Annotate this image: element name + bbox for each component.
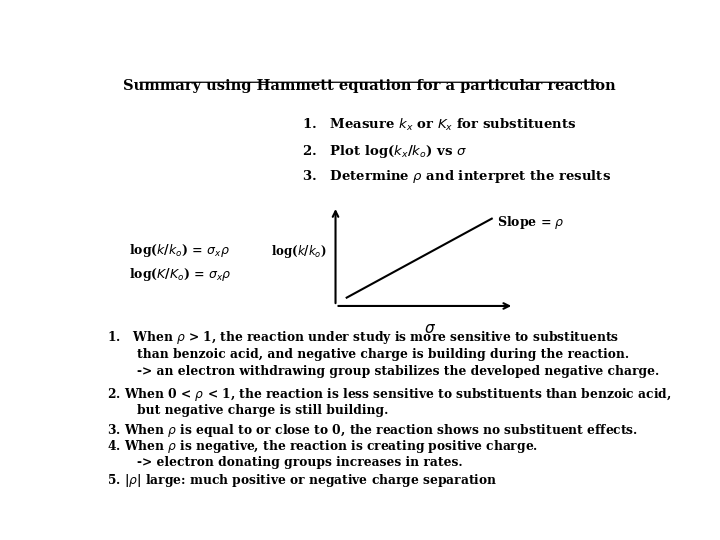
Text: but negative charge is still building.: but negative charge is still building. — [138, 404, 389, 417]
Text: Summary using Hammett equation for a particular reaction: Summary using Hammett equation for a par… — [122, 79, 616, 93]
Text: log($k$/$k_o$) = $\sigma_x\rho$: log($k$/$k_o$) = $\sigma_x\rho$ — [129, 241, 230, 259]
Text: 1.   Measure $k_x$ or $K_x$ for substituents: 1. Measure $k_x$ or $K_x$ for substituen… — [302, 117, 576, 133]
Text: 2. When 0 < $\rho$ < 1, the reaction is less sensitive to substituents than benz: 2. When 0 < $\rho$ < 1, the reaction is … — [107, 386, 671, 403]
Text: 1.   When $\rho$ > 1, the reaction under study is more sensitive to substituents: 1. When $\rho$ > 1, the reaction under s… — [107, 329, 619, 346]
Text: 4. When $\rho$ is negative, the reaction is creating positive charge.: 4. When $\rho$ is negative, the reaction… — [107, 438, 538, 455]
Text: 3.   Determine $\rho$ and interpret the results: 3. Determine $\rho$ and interpret the re… — [302, 168, 611, 185]
Text: -> electron donating groups increases in rates.: -> electron donating groups increases in… — [138, 456, 463, 469]
Text: 3. When $\rho$ is equal to or close to 0, the reaction shows no substituent effe: 3. When $\rho$ is equal to or close to 0… — [107, 422, 638, 439]
Text: $\sigma$: $\sigma$ — [424, 322, 436, 336]
Text: 2.   Plot log($k_x$/$k_o$) vs $\sigma$: 2. Plot log($k_x$/$k_o$) vs $\sigma$ — [302, 143, 467, 159]
Text: than benzoic acid, and negative charge is building during the reaction.: than benzoic acid, and negative charge i… — [138, 348, 629, 361]
Text: Slope = $\rho$: Slope = $\rho$ — [498, 214, 565, 231]
Text: log($k$/$k_o$): log($k$/$k_o$) — [271, 244, 327, 260]
Text: log($K$/$K_o$) = $\sigma_x\rho$: log($K$/$K_o$) = $\sigma_x\rho$ — [129, 266, 232, 284]
Text: -> an electron withdrawing group stabilizes the developed negative charge.: -> an electron withdrawing group stabili… — [138, 366, 660, 379]
Text: 5. |$\rho$| large: much positive or negative charge separation: 5. |$\rho$| large: much positive or nega… — [107, 472, 497, 489]
